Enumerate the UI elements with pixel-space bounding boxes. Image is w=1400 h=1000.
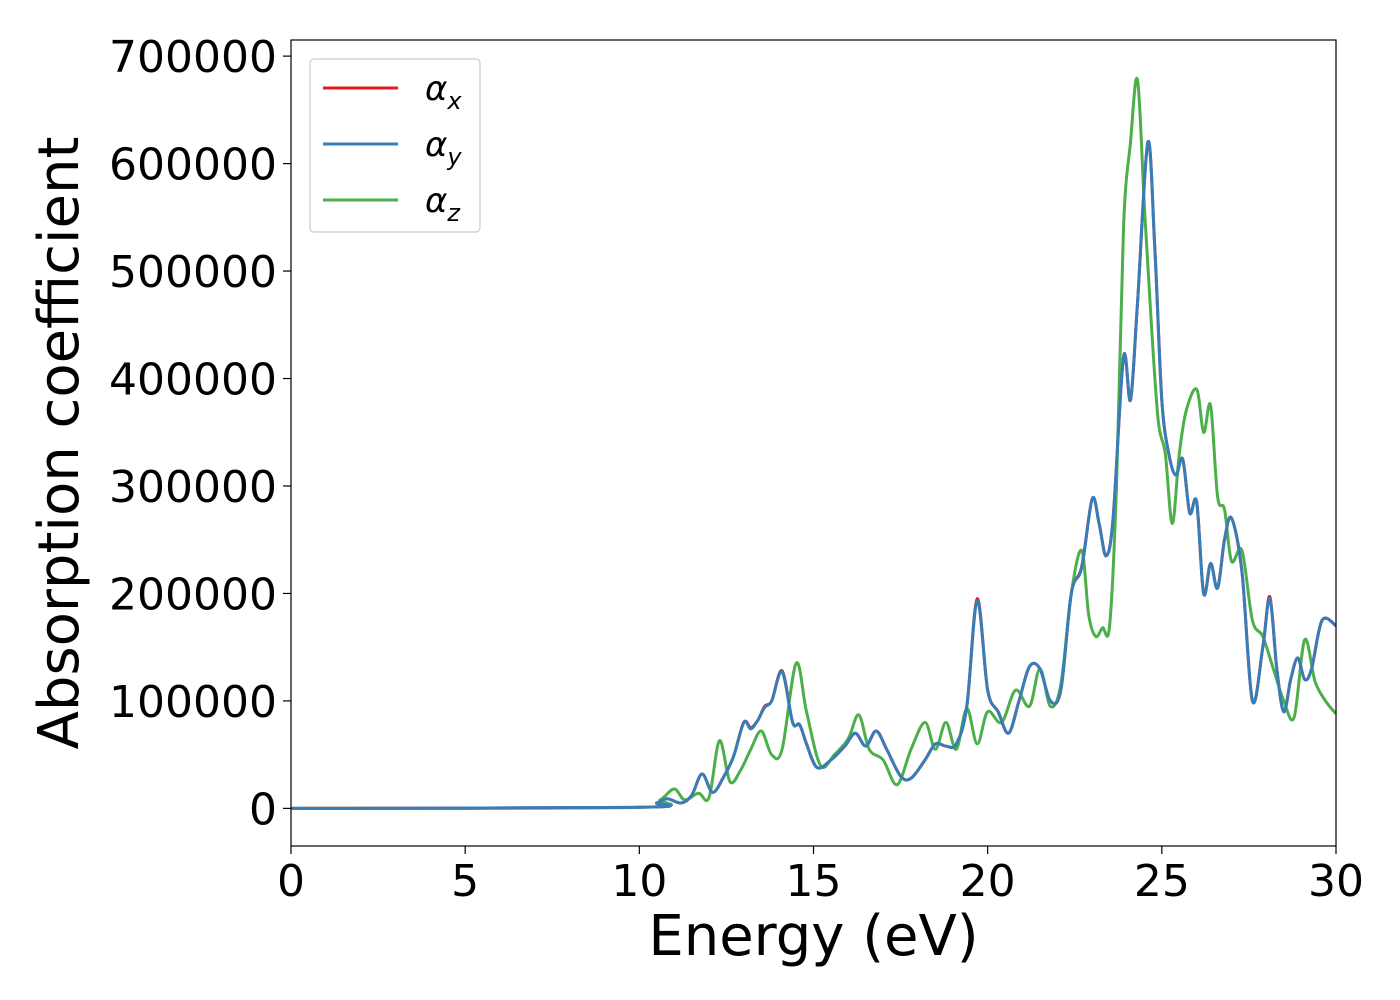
y-tick-label: 500000 — [109, 247, 277, 298]
x-tick-label: 25 — [1134, 856, 1190, 907]
y-tick-label: 0 — [249, 784, 277, 835]
series-line-alpha-y — [291, 140, 1336, 810]
y-tick-label: 700000 — [109, 32, 277, 83]
x-tick-label: 15 — [786, 856, 842, 907]
y-tick-label: 600000 — [109, 140, 277, 191]
series-line-alpha-x — [291, 140, 1336, 810]
legend-label-alpha-y: αy — [425, 125, 462, 171]
y-tick-label: 400000 — [109, 355, 277, 406]
y-tick-label: 100000 — [109, 677, 277, 728]
plot-area — [291, 76, 1336, 810]
legend-subscript: y — [446, 143, 462, 171]
y-tick-label: 200000 — [109, 569, 277, 620]
x-tick-label: 0 — [277, 856, 305, 907]
legend-symbol: α — [425, 125, 447, 165]
x-axis-label: Energy (eV) — [648, 904, 978, 969]
legend-symbol: α — [425, 181, 447, 221]
y-axis-label: Absorption coefficient — [27, 137, 92, 750]
x-tick-label: 30 — [1308, 856, 1364, 907]
y-tick-label: 300000 — [109, 462, 277, 513]
legend-subscript: x — [446, 87, 462, 115]
legend-subscript: z — [446, 199, 461, 227]
x-tick-label: 5 — [451, 856, 479, 907]
y-axis: 0 100000 200000 300000 400000 500000 600000 700… — [109, 32, 291, 835]
legend-symbol: α — [425, 69, 447, 109]
x-tick-label: 20 — [960, 856, 1016, 907]
x-tick-label: 10 — [611, 856, 667, 907]
x-axis: 0 5 10 15 20 25 30 — [277, 846, 1364, 907]
legend-label-alpha-x: αx — [425, 69, 462, 115]
legend-label-alpha-z: αz — [425, 181, 461, 227]
